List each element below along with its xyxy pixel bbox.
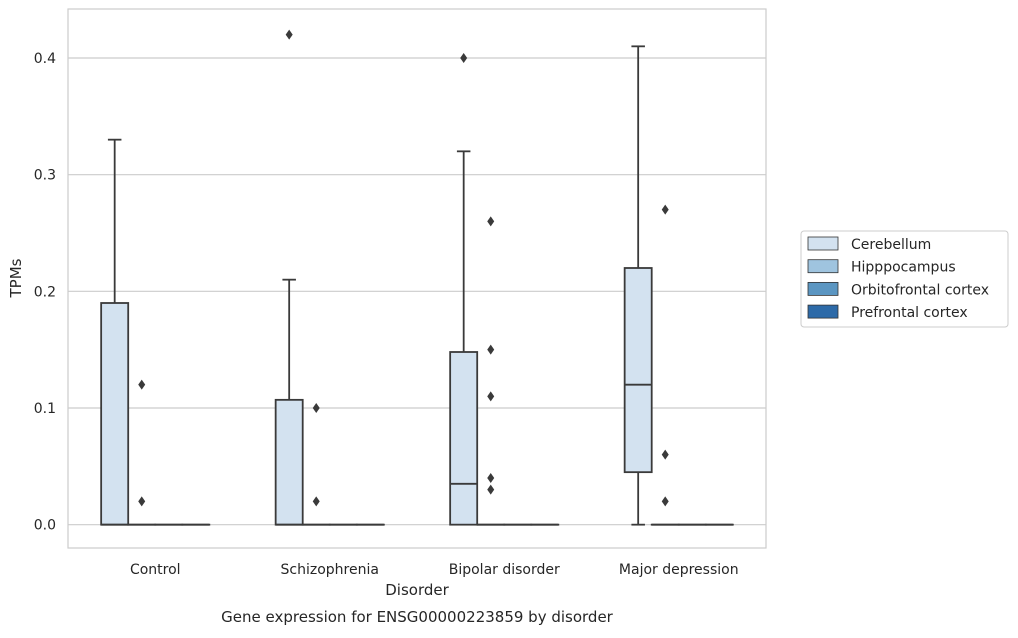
box-1-1	[303, 403, 330, 525]
legend-swatch	[808, 282, 838, 295]
outlier-point	[487, 216, 494, 226]
outlier-point	[460, 53, 467, 63]
x-tick-label: Major depression	[619, 562, 739, 578]
x-axis-label: Disorder	[385, 581, 449, 599]
outlier-point	[662, 450, 669, 460]
x-tick-label: Schizophrenia	[281, 562, 379, 578]
grid-layer	[68, 58, 766, 525]
outlier-point	[487, 391, 494, 401]
legend-swatch	[808, 260, 838, 273]
legend-label: Orbitofrontal cortex	[851, 282, 989, 298]
plot-frame	[68, 9, 766, 548]
outlier-point	[487, 473, 494, 483]
x-tick-labels: Control Schizophrenia Bipolar disorder Majo…	[130, 562, 739, 578]
box-0-3	[625, 46, 652, 524]
box-0-1	[276, 30, 303, 525]
legend-label: Cerebellum	[851, 237, 931, 253]
y-tick-label: 0.2	[34, 284, 56, 300]
outlier-point	[662, 496, 669, 506]
legend: Cerebellum Hipppocampus Orbitofrontal cort…	[801, 231, 1008, 327]
y-axis-label: TPMs	[7, 258, 25, 298]
box-body	[450, 352, 477, 525]
y-tick-label: 0.3	[34, 168, 56, 184]
y-tick-label: 0.1	[34, 401, 56, 417]
legend-swatch	[808, 237, 838, 250]
outlier-point	[313, 496, 320, 506]
outlier-point	[138, 496, 145, 506]
y-tick-label: 0.4	[34, 51, 56, 67]
outlier-point	[138, 380, 145, 390]
outlier-point	[286, 30, 293, 40]
x-tick-label: Control	[130, 562, 181, 578]
box-body	[276, 400, 303, 525]
y-tick-label: 0.0	[34, 518, 56, 534]
marks-layer	[101, 30, 733, 525]
outlier-point	[487, 485, 494, 495]
legend-swatch	[808, 305, 838, 318]
legend-label: Hipppocampus	[851, 260, 956, 276]
y-tick-labels: 0.0 0.1 0.2 0.3 0.4	[34, 51, 56, 534]
box-body	[625, 268, 652, 472]
box-1-2	[477, 216, 504, 524]
legend-label: Prefrontal cortex	[851, 305, 968, 321]
box-0-2	[450, 53, 477, 525]
outlier-point	[487, 345, 494, 355]
outlier-point	[662, 205, 669, 215]
box-1-3	[652, 205, 679, 525]
box-0-0	[101, 140, 128, 525]
box-1-0	[128, 380, 155, 525]
box-body	[101, 303, 128, 525]
chart-caption: Gene expression for ENSG00000223859 by d…	[221, 608, 614, 626]
outlier-point	[313, 403, 320, 413]
x-tick-label: Bipolar disorder	[449, 562, 560, 578]
